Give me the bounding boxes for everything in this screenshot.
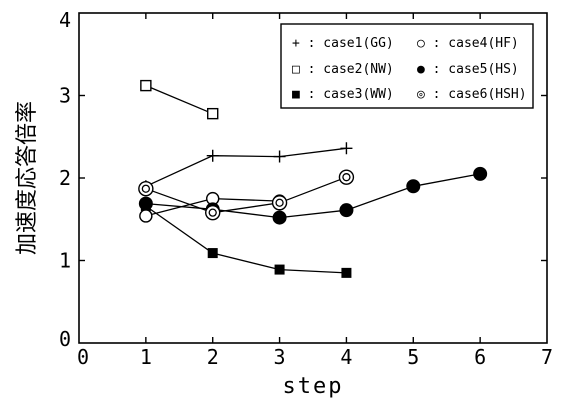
data-point-series-1 xyxy=(273,150,286,163)
y-axis-label: 加速度応答倍率 xyxy=(15,101,40,255)
x-axis-label: step xyxy=(283,374,344,399)
y-tick-label: 2 xyxy=(59,166,71,190)
data-point-series-3 xyxy=(274,264,285,275)
x-tick-label: 4 xyxy=(340,345,352,369)
legend-entry-5: ● : case5(HS) xyxy=(417,62,519,77)
axis-ticks: 0 1 2 3 4 5 6 7 0 1 2 3 4 xyxy=(59,8,553,369)
data-point-series-6 xyxy=(271,195,288,211)
data-point-series-5 xyxy=(138,196,153,211)
data-point-series-5 xyxy=(339,203,354,218)
series-lines xyxy=(145,85,481,274)
data-point-series-1 xyxy=(206,149,219,162)
data-point-series-2 xyxy=(207,107,219,120)
series-line-2 xyxy=(145,85,213,115)
data-point-series-6 xyxy=(338,169,355,185)
data-point-series-2 xyxy=(140,79,152,92)
x-tick-label: 0 xyxy=(77,345,89,369)
x-tick-label: 1 xyxy=(140,345,152,369)
series-line-6 xyxy=(145,176,347,214)
series-line-3 xyxy=(145,205,347,274)
y-tick-label: 1 xyxy=(59,249,71,273)
data-point-series-3 xyxy=(341,267,352,278)
y-tick-label: 4 xyxy=(59,8,71,32)
legend-entry-6: ◎ : case6(HSH) xyxy=(417,87,527,102)
x-tick-label: 6 xyxy=(474,345,486,369)
x-tick-label: 3 xyxy=(274,345,286,369)
legend: + : case1(GG) □ : case2(NW) ■ : case3(WW) ○… xyxy=(280,23,534,109)
x-tick-label: 2 xyxy=(207,345,219,369)
legend-entry-4: ○ : case4(HF) xyxy=(417,36,519,51)
data-point-series-1 xyxy=(340,142,353,155)
data-point-series-5 xyxy=(406,179,421,194)
legend-entry-2: □ : case2(NW) xyxy=(292,62,394,77)
data-point-series-4 xyxy=(139,209,153,223)
series-line-1 xyxy=(145,147,347,187)
series-line-5 xyxy=(145,173,481,219)
data-point-series-5 xyxy=(272,210,287,225)
legend-entry-1: + : case1(GG) xyxy=(292,36,394,51)
legend-entry-3: ■ : case3(WW) xyxy=(292,87,394,102)
series-markers xyxy=(138,79,488,278)
data-point-series-6 xyxy=(205,204,221,221)
data-point-series-5 xyxy=(473,166,488,181)
y-tick-label: 3 xyxy=(59,84,71,108)
x-tick-label: 5 xyxy=(407,345,419,369)
data-point-series-3 xyxy=(207,248,218,259)
x-tick-label: 7 xyxy=(541,345,553,369)
data-point-series-6 xyxy=(138,181,154,197)
y-tick-label: 0 xyxy=(59,327,71,351)
legend-box xyxy=(280,23,534,109)
